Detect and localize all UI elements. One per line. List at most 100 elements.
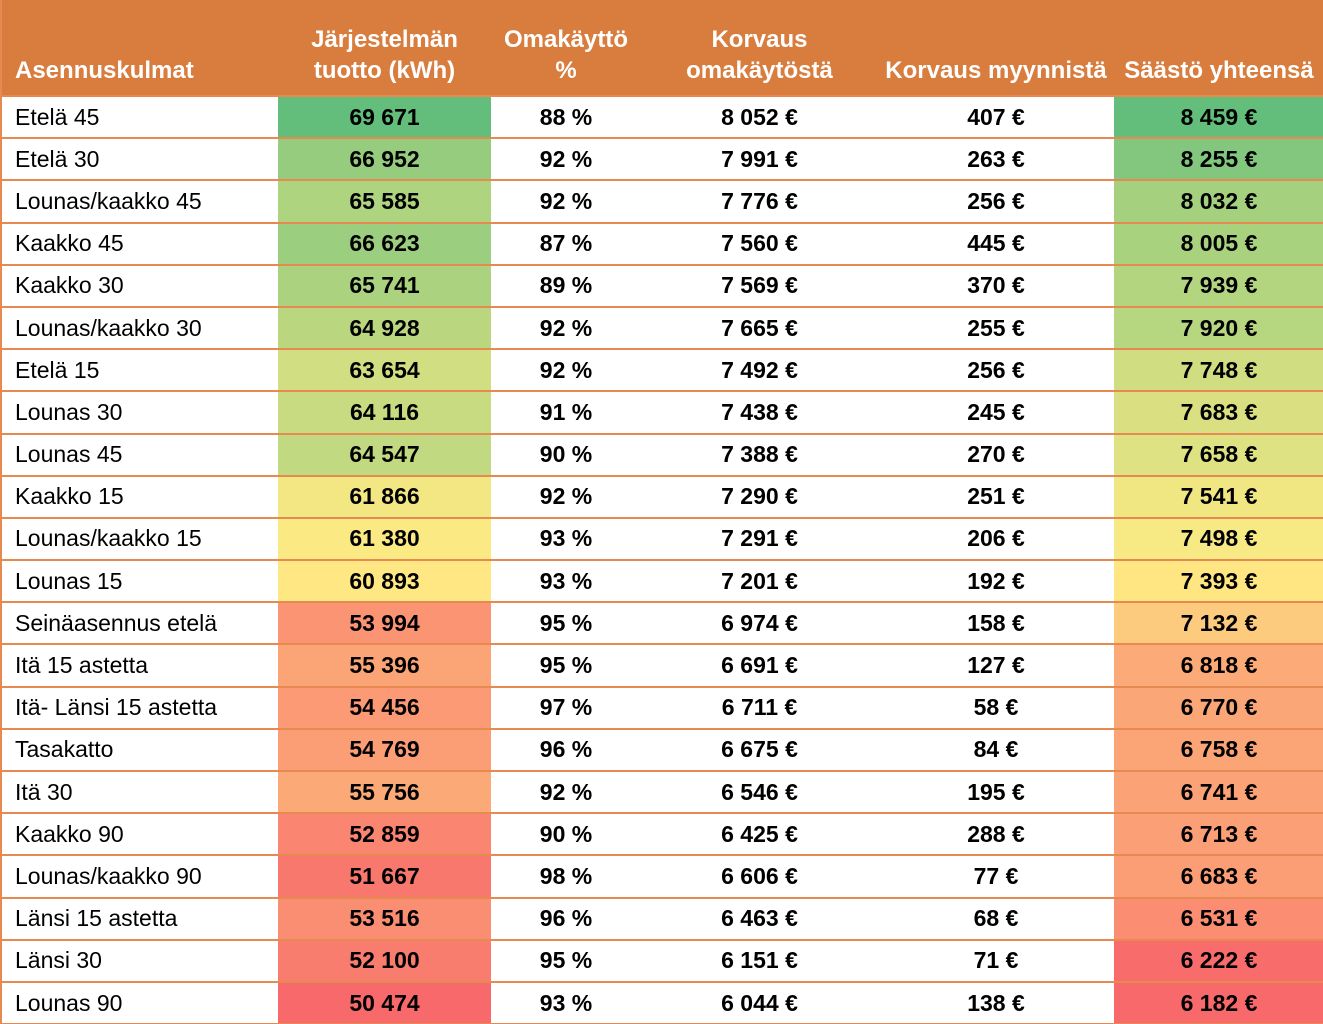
cell-compensation-self-use: 6 151 € xyxy=(641,939,878,983)
cell-compensation-self-use: 7 569 € xyxy=(641,264,878,308)
cell-compensation-self-use: 6 974 € xyxy=(641,602,878,646)
table-row: Itä 30 55 756 92 % 6 546 € 195 € 6 741 € xyxy=(1,771,1323,815)
table-row: Lounas/kaakko 45 65 585 92 % 7 776 € 256… xyxy=(1,180,1323,224)
table-row: Kaakko 30 65 741 89 % 7 569 € 370 € 7 93… xyxy=(1,264,1323,308)
cell-total-savings: 7 393 € xyxy=(1114,560,1323,604)
cell-compensation-self-use: 7 991 € xyxy=(641,138,878,182)
column-header-omakaytto: Omakäyttö % xyxy=(491,0,641,97)
cell-compensation-sales: 407 € xyxy=(878,96,1114,140)
cell-self-use-percent: 95 % xyxy=(491,644,641,688)
table-row: Kaakko 90 52 859 90 % 6 425 € 288 € 6 71… xyxy=(1,813,1323,857)
cell-compensation-sales: 71 € xyxy=(878,939,1114,983)
cell-system-yield: 65 741 xyxy=(278,264,491,308)
table-row: Seinäasennus etelä 53 994 95 % 6 974 € 1… xyxy=(1,602,1323,646)
cell-system-yield: 53 994 xyxy=(278,602,491,646)
cell-total-savings: 7 683 € xyxy=(1114,391,1323,435)
cell-compensation-self-use: 6 691 € xyxy=(641,644,878,688)
cell-compensation-sales: 445 € xyxy=(878,222,1114,266)
cell-total-savings: 6 770 € xyxy=(1114,686,1323,730)
column-header-korvaus-myynnista: Korvaus myynnistä xyxy=(878,0,1114,97)
cell-system-yield: 50 474 xyxy=(278,981,491,1024)
cell-compensation-self-use: 7 291 € xyxy=(641,517,878,562)
cell-compensation-self-use: 7 776 € xyxy=(641,180,878,224)
cell-compensation-self-use: 7 492 € xyxy=(641,349,878,393)
cell-self-use-percent: 92 % xyxy=(491,475,641,519)
cell-compensation-sales: 206 € xyxy=(878,517,1114,562)
cell-total-savings: 8 032 € xyxy=(1114,180,1323,224)
cell-compensation-self-use: 6 675 € xyxy=(641,728,878,773)
cell-system-yield: 51 667 xyxy=(278,855,491,899)
cell-system-yield: 69 671 xyxy=(278,96,491,140)
cell-installation-angle: Itä- Länsi 15 astetta xyxy=(1,686,278,730)
cell-system-yield: 61 866 xyxy=(278,475,491,519)
cell-installation-angle: Lounas/kaakko 45 xyxy=(1,180,278,224)
cell-system-yield: 66 952 xyxy=(278,138,491,182)
cell-total-savings: 6 713 € xyxy=(1114,813,1323,857)
table-row: Lounas 45 64 547 90 % 7 388 € 270 € 7 65… xyxy=(1,433,1323,477)
cell-self-use-percent: 97 % xyxy=(491,686,641,730)
cell-installation-angle: Seinäasennus etelä xyxy=(1,602,278,646)
cell-system-yield: 63 654 xyxy=(278,349,491,393)
cell-installation-angle: Etelä 15 xyxy=(1,349,278,393)
cell-system-yield: 55 756 xyxy=(278,771,491,815)
cell-system-yield: 55 396 xyxy=(278,644,491,688)
table-row: Etelä 45 69 671 88 % 8 052 € 407 € 8 459… xyxy=(1,96,1323,140)
column-header-saasto-yhteensa: Säästö yhteensä xyxy=(1114,0,1323,97)
cell-self-use-percent: 92 % xyxy=(491,138,641,182)
cell-compensation-sales: 256 € xyxy=(878,180,1114,224)
cell-total-savings: 8 005 € xyxy=(1114,222,1323,266)
cell-total-savings: 6 683 € xyxy=(1114,855,1323,899)
cell-compensation-self-use: 6 044 € xyxy=(641,981,878,1024)
table-row: Kaakko 15 61 866 92 % 7 290 € 251 € 7 54… xyxy=(1,475,1323,519)
cell-system-yield: 64 547 xyxy=(278,433,491,477)
cell-compensation-self-use: 8 052 € xyxy=(641,96,878,140)
cell-installation-angle: Kaakko 15 xyxy=(1,475,278,519)
cell-installation-angle: Itä 15 astetta xyxy=(1,644,278,688)
table-body: Etelä 45 69 671 88 % 8 052 € 407 € 8 459… xyxy=(1,96,1323,1024)
cell-compensation-self-use: 7 201 € xyxy=(641,560,878,604)
cell-system-yield: 66 623 xyxy=(278,222,491,266)
cell-compensation-sales: 68 € xyxy=(878,897,1114,941)
cell-compensation-self-use: 7 438 € xyxy=(641,391,878,435)
cell-total-savings: 6 182 € xyxy=(1114,981,1323,1024)
cell-compensation-self-use: 6 463 € xyxy=(641,897,878,941)
cell-installation-angle: Lounas 30 xyxy=(1,391,278,435)
table-row: Lounas/kaakko 15 61 380 93 % 7 291 € 206… xyxy=(1,517,1323,562)
cell-compensation-self-use: 6 546 € xyxy=(641,771,878,815)
table-row: Lounas/kaakko 30 64 928 92 % 7 665 € 255… xyxy=(1,306,1323,351)
cell-compensation-sales: 256 € xyxy=(878,349,1114,393)
cell-self-use-percent: 92 % xyxy=(491,771,641,815)
cell-installation-angle: Lounas/kaakko 90 xyxy=(1,855,278,899)
cell-total-savings: 7 132 € xyxy=(1114,602,1323,646)
cell-installation-angle: Lounas 15 xyxy=(1,560,278,604)
cell-self-use-percent: 93 % xyxy=(491,517,641,562)
table-row: Etelä 15 63 654 92 % 7 492 € 256 € 7 748… xyxy=(1,349,1323,393)
cell-total-savings: 7 748 € xyxy=(1114,349,1323,393)
cell-system-yield: 54 456 xyxy=(278,686,491,730)
table-row: Tasakatto 54 769 96 % 6 675 € 84 € 6 758… xyxy=(1,728,1323,773)
cell-system-yield: 54 769 xyxy=(278,728,491,773)
cell-compensation-sales: 138 € xyxy=(878,981,1114,1024)
cell-system-yield: 64 116 xyxy=(278,391,491,435)
cell-self-use-percent: 95 % xyxy=(491,939,641,983)
cell-compensation-self-use: 7 560 € xyxy=(641,222,878,266)
cell-self-use-percent: 91 % xyxy=(491,391,641,435)
cell-compensation-sales: 127 € xyxy=(878,644,1114,688)
cell-installation-angle: Kaakko 45 xyxy=(1,222,278,266)
cell-system-yield: 52 859 xyxy=(278,813,491,857)
cell-installation-angle: Etelä 45 xyxy=(1,96,278,140)
cell-self-use-percent: 92 % xyxy=(491,180,641,224)
cell-compensation-sales: 255 € xyxy=(878,306,1114,351)
cell-system-yield: 53 516 xyxy=(278,897,491,941)
cell-self-use-percent: 93 % xyxy=(491,560,641,604)
cell-self-use-percent: 96 % xyxy=(491,728,641,773)
cell-installation-angle: Etelä 30 xyxy=(1,138,278,182)
cell-compensation-sales: 263 € xyxy=(878,138,1114,182)
cell-self-use-percent: 89 % xyxy=(491,264,641,308)
cell-installation-angle: Kaakko 30 xyxy=(1,264,278,308)
table-row: Lounas/kaakko 90 51 667 98 % 6 606 € 77 … xyxy=(1,855,1323,899)
cell-total-savings: 6 531 € xyxy=(1114,897,1323,941)
cell-installation-angle: Tasakatto xyxy=(1,728,278,773)
cell-total-savings: 6 222 € xyxy=(1114,939,1323,983)
